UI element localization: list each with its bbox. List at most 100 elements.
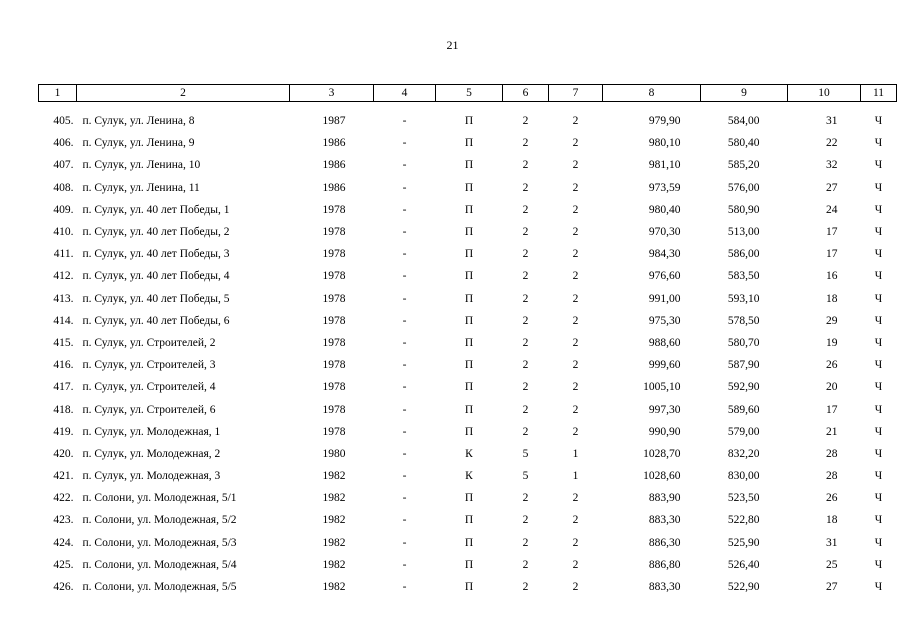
entrances-cell: 2 [572, 359, 579, 372]
entrances-cell: 2 [572, 181, 579, 194]
column-4-cell: - [402, 381, 407, 394]
row-number-cell: 409. [53, 203, 74, 216]
address-cell: п. Сулук, ул. Строителей, 4 [82, 381, 216, 394]
total-area-cell: 991,00 [648, 292, 681, 305]
column-4-cell: - [402, 470, 407, 483]
entrances-cell: 2 [572, 159, 579, 172]
column-11-cell: Ч [874, 203, 883, 216]
floors-cell: 2 [522, 558, 529, 571]
column-11-cell: Ч [874, 314, 883, 327]
table-row: 418. п. Сулук, ул. Строителей, 6 1978 - П 2 2 9… [39, 398, 897, 420]
entrances-cell: 2 [572, 115, 579, 128]
total-area-cell: 997,30 [648, 403, 681, 416]
total-area-cell: 984,30 [648, 248, 681, 261]
column-4-cell: - [402, 514, 407, 527]
table-row: 405. п. Сулук, ул. Ленина, 8 1987 - П 2 2 979,9… [39, 110, 897, 132]
year-built-cell: 1980 [322, 447, 346, 460]
wall-material-cell: П [464, 514, 474, 527]
column-header-3: 3 [289, 84, 374, 102]
total-area-cell: 981,10 [648, 159, 681, 172]
floors-cell: 5 [522, 470, 529, 483]
table-body: 405. п. Сулук, ул. Ленина, 8 1987- П 2 2 979,9… [39, 102, 897, 599]
address-cell: п. Сулук, ул. Строителей, 3 [82, 359, 216, 372]
living-area-cell: 525,90 [727, 536, 760, 549]
table-row: 424. п. Солони, ул. Молодежная, 5/3 1982 - П… [39, 532, 897, 554]
row-number-cell: 418. [53, 403, 74, 416]
column-11-cell: Ч [874, 403, 883, 416]
table-row: 409. п. Сулук, ул. 40 лет Победы, 1 1978 - П… [39, 199, 897, 221]
column-10-cell: 32 [826, 159, 838, 172]
entrances-cell: 2 [572, 270, 579, 283]
total-area-cell: 970,30 [648, 226, 681, 239]
row-number-cell: 407. [53, 159, 74, 172]
table-row: 407. п. Сулук, ул. Ленина, 10 1986 - П 2 2 981,… [39, 154, 897, 176]
column-header-2: 2 [76, 84, 290, 102]
table-row: 425. п. Солони, ул. Молодежная, 5/4 1982 - П… [39, 554, 897, 576]
column-4-cell: - [402, 581, 407, 594]
year-built-cell: 1982 [322, 558, 346, 571]
year-built-cell: 1986 [322, 137, 346, 150]
column-10-cell: 16 [826, 270, 838, 283]
address-cell: п. Сулук, ул. Строителей, 6 [82, 403, 216, 416]
table-row: 416. п. Сулук, ул. Строителей, 3 1978 - П 2 2 9… [39, 354, 897, 376]
floors-cell: 2 [522, 359, 529, 372]
column-11-cell: Ч [874, 581, 883, 594]
total-area-cell: 886,30 [648, 536, 681, 549]
address-cell: п. Сулук, ул. Ленина, 8 [82, 115, 195, 128]
total-area-cell: 976,60 [648, 270, 681, 283]
living-area-cell: 526,40 [727, 558, 760, 571]
floors-cell: 2 [522, 425, 529, 438]
living-area-cell: 592,90 [727, 381, 760, 394]
year-built-cell: 1987 [322, 115, 346, 128]
page-number: 21 [446, 38, 459, 52]
row-number-cell: 414. [53, 314, 74, 327]
row-number-cell: 417. [53, 381, 74, 394]
address-cell: п. Солони, ул. Молодежная, 5/3 [82, 536, 237, 549]
total-area-cell: 975,30 [648, 314, 681, 327]
total-area-cell: 990,90 [648, 425, 681, 438]
floors-cell: 2 [522, 403, 529, 416]
wall-material-cell: П [464, 137, 474, 150]
table-row: 408. п. Сулук, ул. Ленина, 11 1986 - П 2 2 973,… [39, 177, 897, 199]
column-4-cell: - [402, 292, 407, 305]
column-11-cell: Ч [874, 336, 883, 349]
living-area-cell: 587,90 [727, 359, 760, 372]
floors-cell: 2 [522, 581, 529, 594]
column-11-cell: Ч [874, 226, 883, 239]
floors-cell: 2 [522, 492, 529, 505]
column-11-cell: Ч [874, 292, 883, 305]
floors-cell: 2 [522, 314, 529, 327]
wall-material-cell: П [464, 359, 474, 372]
column-10-cell: 17 [826, 248, 838, 261]
column-10-cell: 18 [826, 292, 838, 305]
living-area-cell: 578,50 [727, 314, 760, 327]
row-number-cell: 411. [53, 248, 74, 261]
column-11-cell: Ч [874, 181, 883, 194]
table-row: 422. п. Солони, ул. Молодежная, 5/1 1982 - П… [39, 487, 897, 509]
column-11-cell: Ч [874, 492, 883, 505]
wall-material-cell: П [464, 558, 474, 571]
wall-material-cell: К [465, 447, 473, 460]
entrances-cell: 2 [572, 492, 579, 505]
address-cell: п. Сулук, ул. 40 лет Победы, 3 [82, 248, 230, 261]
year-built-cell: 1978 [322, 403, 346, 416]
column-11-cell: Ч [874, 425, 883, 438]
floors-cell: 2 [522, 181, 529, 194]
year-built-cell: 1978 [322, 248, 346, 261]
total-area-cell: 999,60 [648, 359, 681, 372]
column-4-cell: - [402, 181, 407, 194]
table-row: 420. п. Сулук, ул. Молодежная, 2 1980 - К 5 1 1… [39, 443, 897, 465]
year-built-cell: 1978 [322, 270, 346, 283]
column-10-cell: 17 [826, 226, 838, 239]
column-header-9: 9 [700, 84, 788, 102]
row-number-cell: 424. [53, 536, 74, 549]
wall-material-cell: П [464, 314, 474, 327]
floors-cell: 2 [522, 226, 529, 239]
address-cell: п. Сулук, ул. Ленина, 9 [82, 137, 195, 150]
wall-material-cell: П [464, 115, 474, 128]
year-built-cell: 1982 [322, 492, 346, 505]
column-11-cell: Ч [874, 514, 883, 527]
entrances-cell: 2 [572, 581, 579, 594]
wall-material-cell: П [464, 581, 474, 594]
column-4-cell: - [402, 336, 407, 349]
